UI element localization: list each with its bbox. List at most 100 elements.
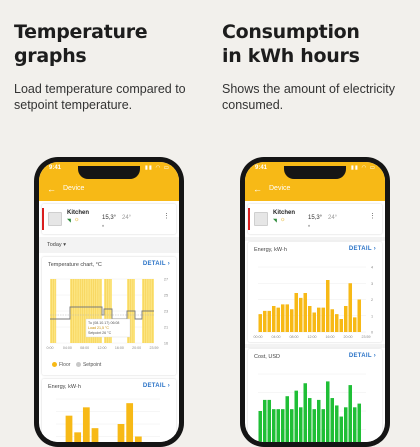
divider: [245, 344, 385, 348]
bar: [312, 409, 317, 442]
phone-screen: 9:41 ▮▮ ◠ ▭ ← Device Kitchen ◥ ☼ 15,3° 2…: [245, 162, 385, 442]
energy-chart: [56, 398, 160, 442]
floor-temperature-line: [50, 306, 154, 320]
bar: [343, 407, 348, 442]
bar: [321, 409, 326, 442]
device-card[interactable]: Kitchen ◥ ☼ 15,3° 24° ♦ ⋮: [248, 204, 382, 234]
tooltip-line: Load 21,5 °C: [88, 326, 109, 330]
y-tick-label: 21: [164, 326, 168, 330]
x-tick-label: 04:00: [272, 335, 281, 339]
energy-card: Energy, kW·h DETAIL ›: [42, 379, 176, 442]
bar: [303, 293, 308, 332]
x-tick-label: 08:00: [80, 346, 89, 350]
back-arrow-icon[interactable]: ←: [253, 184, 262, 194]
x-tick-label: 08:00: [290, 335, 299, 339]
bar: [352, 407, 357, 442]
status-time: 9:41: [49, 165, 62, 171]
phone-notch: [284, 166, 346, 179]
legend-floor-swatch: [52, 362, 57, 368]
app-bar: ← Device: [39, 179, 179, 201]
phone-mockup-temperature: 9:41 ▮▮ ◠ ▭ ← Device Kitchen ◥ ☼ 15,3° 2…: [34, 157, 184, 447]
x-tick-label: 12:00: [308, 335, 317, 339]
bar: [65, 415, 73, 442]
bar: [289, 309, 294, 332]
temperature-chart-card: Temperature chart, °C DETAIL › Tu (08.10…: [42, 257, 176, 375]
bar: [325, 381, 330, 442]
bar: [357, 403, 362, 442]
feature-consumption: Consumption in kWh hours Shows the amoun…: [222, 0, 420, 113]
x-tick-label: 23:59: [150, 346, 159, 350]
bar: [258, 411, 263, 442]
app-title: Device: [63, 185, 85, 192]
status-time: 9:41: [255, 165, 268, 171]
bar: [91, 428, 99, 442]
y-tick-label: 3: [371, 282, 373, 286]
detail-link[interactable]: DETAIL ›: [348, 353, 376, 359]
phone-screen: 9:41 ▮▮ ◠ ▭ ← Device Kitchen ◥ ☼ 15,3° 2…: [39, 162, 179, 442]
y-tick-label: 27: [164, 278, 168, 282]
back-arrow-icon[interactable]: ←: [47, 184, 56, 194]
y-tick-label: 4: [371, 266, 373, 270]
x-tick-label: 00:00: [254, 335, 263, 339]
bar: [307, 398, 312, 442]
wifi-icon: ◥: [67, 218, 71, 224]
bar: [348, 385, 353, 442]
drop-icon: ♦: [308, 223, 311, 228]
cost-chart: [258, 373, 366, 442]
x-tick-label: 20:00: [132, 346, 141, 350]
device-card[interactable]: Kitchen ◥ ☼ 15,3° 24° ♦ ⋮: [42, 204, 176, 234]
detail-link[interactable]: DETAIL ›: [348, 246, 376, 252]
setpoint-temperature: 24°: [122, 215, 132, 221]
drop-icon: ♦: [102, 223, 105, 228]
bar: [316, 399, 321, 442]
bar: [343, 306, 348, 332]
thermostat-icon: [48, 212, 62, 226]
bar: [117, 424, 125, 442]
bar: [280, 304, 285, 332]
y-tick-label: 16: [164, 342, 168, 346]
feature-subtitle: Load temperature compared to setpoint te…: [14, 82, 186, 112]
period-selector[interactable]: Today ▾: [47, 242, 66, 248]
card-title: Energy, kW·h: [48, 384, 81, 390]
y-tick-label: 25: [164, 294, 168, 298]
bar: [267, 399, 272, 442]
status-icons: ▮▮ ◠ ▭: [144, 165, 170, 171]
bar: [352, 317, 357, 332]
app-title: Device: [269, 185, 291, 192]
detail-link[interactable]: DETAIL ›: [142, 261, 170, 267]
legend-setpoint-label: Setpoint: [82, 362, 102, 368]
cost-card: Cost, USD DETAIL ›: [248, 349, 382, 442]
bar: [303, 383, 308, 442]
app-bar: ← Device: [245, 179, 385, 201]
feature-headline: Temperature graphs: [14, 21, 148, 67]
bar: [267, 310, 272, 332]
bar: [294, 293, 299, 332]
x-tick-label: 23:59: [362, 335, 371, 339]
bar: [280, 409, 285, 442]
energy-chart: 00:00 04:00 08:00 12:00 16:00 20:00 23:59 4 3 2 1 0: [254, 266, 374, 340]
more-menu-icon[interactable]: ⋮: [369, 213, 376, 220]
bar: [312, 312, 317, 332]
detail-link[interactable]: DETAIL ›: [142, 383, 170, 389]
legend-floor-label: Floor: [59, 362, 71, 368]
bar: [126, 403, 134, 442]
sun-icon: ☼: [74, 217, 80, 223]
feature-subtitle: Shows the amount of electricity consumed…: [222, 82, 395, 112]
x-tick-label: 04:00: [63, 346, 72, 350]
bar: [325, 280, 330, 332]
y-tick-label: 23: [164, 310, 168, 314]
legend-setpoint-swatch: [75, 362, 81, 368]
chart-legend: Floor Setpoint: [52, 362, 101, 368]
bar: [134, 436, 142, 442]
bar: [285, 396, 290, 442]
bar: [276, 409, 281, 442]
y-tick-label: 2: [371, 298, 373, 302]
bar: [294, 390, 299, 442]
x-tick-label: 16:00: [115, 346, 124, 350]
card-title: Energy, kW·h: [254, 247, 287, 253]
bar: [334, 314, 339, 332]
bar: [74, 432, 82, 442]
x-tick-label: 16:00: [326, 335, 335, 339]
more-menu-icon[interactable]: ⋮: [163, 213, 170, 220]
feature-temperature: Temperature graphs Load temperature comp…: [14, 0, 214, 113]
